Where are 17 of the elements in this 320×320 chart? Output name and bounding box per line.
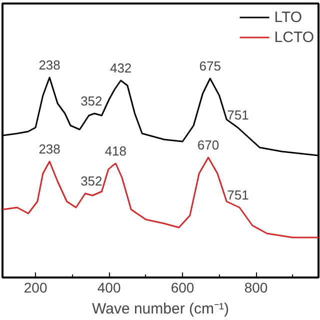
annotation: 418 <box>104 144 127 158</box>
legend-label: LCTO <box>274 28 314 46</box>
annotation: 352 <box>80 174 102 188</box>
x-tick-label: 800 <box>244 280 268 296</box>
x-tick-label: 600 <box>170 280 194 296</box>
annotation: 238 <box>38 142 60 156</box>
annotation: 751 <box>227 108 249 122</box>
annotation: 670 <box>197 138 220 152</box>
annotation: 751 <box>227 188 249 202</box>
x-axis-title: Wave number (cm⁻¹) <box>92 300 229 318</box>
annotation: 432 <box>110 60 132 76</box>
annotation: 352 <box>80 94 102 108</box>
legend-label: LTO <box>274 8 302 26</box>
x-tick-label: 200 <box>24 280 48 296</box>
x-tick-label: 400 <box>97 280 121 296</box>
annotation: 675 <box>199 58 221 74</box>
annotation: 238 <box>38 58 60 72</box>
